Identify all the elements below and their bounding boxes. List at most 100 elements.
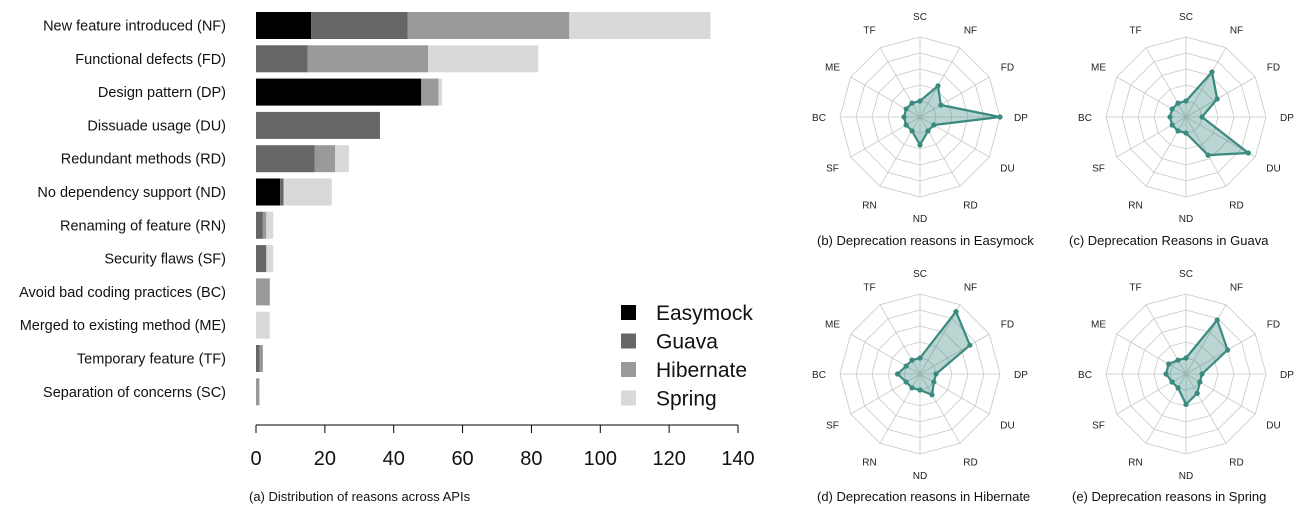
bar-segment: [266, 245, 274, 273]
radar-point: [1224, 347, 1231, 353]
radar-point: [1166, 361, 1172, 367]
radar-axis-label: DU: [1000, 421, 1014, 432]
radar-point: [901, 114, 907, 120]
bar-segment: [421, 78, 439, 106]
radar-spoke: [879, 47, 921, 118]
category-label: New feature introduced (NF): [43, 19, 226, 35]
caption-a: (a) Distribution of reasons across APIs: [249, 489, 471, 504]
radar-point: [935, 83, 941, 89]
category-label: Design pattern (DP): [98, 85, 226, 101]
radar-spoke: [1185, 76, 1256, 118]
legend-label: Guava: [656, 331, 718, 354]
bar-segment: [283, 178, 332, 206]
radar-spoke: [1145, 116, 1187, 187]
category-label: Merged to existing method (ME): [20, 318, 226, 334]
radar-spoke: [919, 116, 990, 158]
radar-axis-label: DP: [1280, 113, 1294, 124]
radar-chart: SC NF FD DP DU RD ND RN SF BC ME TF (e) Deprecation …: [1072, 269, 1294, 504]
bar-segment: [256, 345, 260, 372]
radar-point: [997, 114, 1003, 120]
radar-chart: SC NF FD DP DU RD ND RN SF BC ME TF (b) Deprecation …: [812, 12, 1034, 248]
radar-point: [1205, 152, 1211, 158]
radar-point: [931, 122, 937, 128]
radar-axis-label: ND: [1179, 214, 1193, 225]
radar-spoke: [1185, 373, 1227, 444]
radar-point: [903, 363, 909, 369]
radar-axis-label: ND: [913, 214, 927, 225]
bar-segment: [311, 12, 408, 39]
radar-axis-label: FD: [1001, 320, 1014, 331]
radar-axis-label: SC: [913, 12, 927, 23]
radar-point: [909, 128, 915, 134]
radar-axis-label: TF: [1129, 283, 1141, 294]
radar-point: [1214, 96, 1220, 102]
radar-point: [1183, 355, 1189, 361]
radar-point: [1175, 357, 1181, 363]
radar-axis-label: DU: [1000, 164, 1014, 175]
radar-axis-label: NF: [1230, 26, 1243, 37]
radar-point: [1197, 379, 1203, 385]
radar-axis-label: TF: [1129, 26, 1141, 37]
radar-spoke: [879, 373, 921, 444]
radar-point: [933, 371, 939, 377]
radar-point: [925, 128, 931, 134]
radar-point: [1194, 390, 1200, 396]
radar-point: [917, 98, 923, 104]
radar-point: [938, 102, 944, 108]
radar-axis-label: RN: [1128, 200, 1142, 211]
radar-axis-label: BC: [812, 370, 826, 381]
radar-axis-label: ME: [1091, 320, 1106, 331]
radar-point: [1245, 150, 1251, 156]
radar-axis-label: SC: [1179, 269, 1193, 280]
radar-point: [931, 379, 937, 385]
x-tick-label: 140: [721, 448, 754, 470]
radar-spoke: [919, 47, 961, 118]
radar-spoke: [1116, 373, 1187, 415]
radar-spoke: [919, 373, 961, 444]
radar-spoke: [1145, 304, 1187, 375]
radar-point: [1183, 98, 1189, 104]
radar-axis-label: RN: [862, 200, 876, 211]
radar-axis-label: TF: [863, 26, 875, 37]
radar-point: [1199, 114, 1205, 120]
category-label: Separation of concerns (SC): [43, 385, 226, 401]
bar-segment: [569, 12, 711, 39]
radar-chart: SC NF FD DP DU RD ND RN SF BC ME TF (c) Deprecation …: [1069, 12, 1294, 248]
radar-point: [1199, 371, 1205, 377]
radar-spoke: [850, 116, 921, 158]
radar-spoke: [1185, 373, 1256, 415]
radar-spoke: [879, 116, 921, 187]
bar-segment: [259, 345, 263, 372]
radar-point: [917, 355, 923, 361]
radar-point: [1167, 114, 1173, 120]
bar-segment: [256, 278, 270, 306]
radar-spoke: [1116, 116, 1187, 158]
radar-point: [1183, 130, 1189, 136]
radar-axis-label: NF: [964, 26, 977, 37]
bar-segment: [256, 178, 281, 206]
radar-axis-label: BC: [812, 113, 826, 124]
category-label: Renaming of feature (RN): [60, 218, 226, 234]
bar-segment: [280, 178, 284, 206]
category-label: No dependency support (ND): [37, 185, 226, 201]
radar-point: [1175, 385, 1181, 391]
x-tick-label: 120: [652, 448, 685, 470]
radar-point: [895, 371, 901, 377]
radar-caption: (b) Deprecation reasons in Easymock: [817, 233, 1034, 248]
category-label: Avoid bad coding practices (BC): [19, 285, 226, 301]
bar-segment: [256, 245, 267, 273]
radar-point: [1169, 379, 1175, 385]
radar-area: [902, 84, 1002, 147]
radar-axis-label: DU: [1266, 164, 1280, 175]
x-tick-label: 40: [383, 448, 405, 470]
radar-point: [929, 392, 935, 398]
bar-segment: [314, 145, 336, 173]
radar-axis-label: SF: [1092, 421, 1105, 432]
radar-point: [1163, 371, 1169, 377]
legend-label: Hibernate: [656, 359, 747, 382]
bar-segment: [256, 211, 263, 239]
radar-axis-label: BC: [1078, 113, 1092, 124]
radar-axis-label: DU: [1266, 421, 1280, 432]
radar-axis-label: FD: [1267, 320, 1280, 331]
radar-chart: SC NF FD DP DU RD ND RN SF BC ME TF (d) Deprecation …: [812, 269, 1030, 504]
